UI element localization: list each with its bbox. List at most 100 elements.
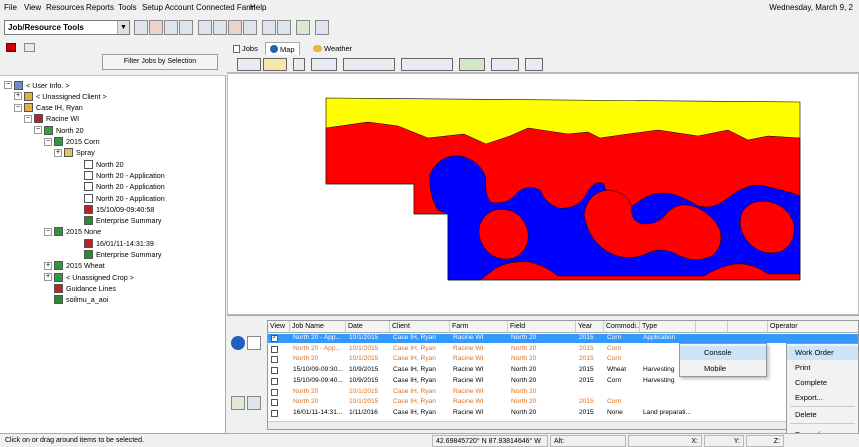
column-header[interactable]: Field <box>508 321 576 333</box>
tree-node[interactable]: 15/10/09-09:40:58 <box>74 204 154 214</box>
table-row[interactable]: 15/10/09-09:30... 10/9/2015 Case IH, Ryan R… <box>268 366 858 375</box>
menu-export[interactable]: Export... <box>795 393 823 402</box>
collapse-icon[interactable]: − <box>44 227 52 236</box>
collapse-icon[interactable]: − <box>24 114 32 123</box>
tab-map[interactable]: Map <box>265 42 300 55</box>
column-header[interactable]: View <box>268 321 290 333</box>
menu-print[interactable]: Print <box>795 363 811 372</box>
column-header[interactable]: Farm <box>450 321 508 333</box>
column-header[interactable]: Type <box>640 321 696 333</box>
view-checkbox[interactable] <box>271 356 278 364</box>
tree-node[interactable]: − 2015 None <box>44 227 101 237</box>
column-header[interactable]: Year <box>576 321 604 333</box>
tree-node[interactable]: Guidance Lines <box>44 283 116 293</box>
column-header[interactable]: Commodi... <box>604 321 640 333</box>
tree-node[interactable]: North 20 - Application <box>74 170 165 180</box>
table-row[interactable]: ✓ North 20 - App... 10/1/2015 Case IH, Ryan… <box>268 334 858 343</box>
tree-node[interactable]: − Case IH, Ryan <box>14 103 83 113</box>
filter-jobs-button[interactable]: Filter Jobs by Selection <box>102 54 218 70</box>
toolbar-group-icon[interactable] <box>213 20 227 35</box>
tool-set-select[interactable]: Job/Resource Tools ▼ <box>4 20 130 35</box>
tab-jobs[interactable]: Jobs <box>229 42 262 55</box>
farm-icon[interactable] <box>231 396 245 410</box>
toolbar-vehicle-icon[interactable] <box>149 20 163 35</box>
tree-node[interactable]: North 20 <box>74 159 124 169</box>
table-row[interactable]: North 20 10/1/2015 Case IH, Ryan Racine WI N… <box>268 388 858 397</box>
view-checkbox[interactable] <box>271 388 278 396</box>
expand-icon[interactable]: + <box>44 273 52 282</box>
view-checkbox[interactable] <box>271 367 278 375</box>
tree-node[interactable]: Enterprise Summary <box>74 250 162 260</box>
menu-resources[interactable]: Resources <box>46 3 85 12</box>
column-header[interactable]: Job Name <box>290 321 346 333</box>
view-checkbox[interactable] <box>271 409 278 417</box>
tab-weather[interactable]: Weather <box>309 42 356 55</box>
column-header[interactable]: Client <box>390 321 450 333</box>
expand-icon[interactable]: + <box>44 261 52 270</box>
collapse-icon[interactable]: − <box>44 137 52 146</box>
toolbar-edit-icon[interactable] <box>277 20 291 35</box>
collapse-icon[interactable]: − <box>14 103 22 112</box>
toolbar-field-icon[interactable] <box>228 20 242 35</box>
map-play-icon[interactable] <box>491 58 519 71</box>
map-view[interactable] <box>227 73 859 315</box>
tree-node[interactable]: − Racine WI <box>24 114 79 124</box>
tree-node[interactable]: Enterprise Summary <box>74 216 162 226</box>
collapse-icon[interactable]: − <box>34 126 42 135</box>
menu-help[interactable]: Help <box>250 3 267 12</box>
toolbar-chart-icon[interactable] <box>262 20 276 35</box>
menu-setup-account[interactable]: Setup Account <box>142 3 194 12</box>
map-export-side-icon[interactable] <box>247 396 261 410</box>
column-header[interactable]: Operator <box>768 321 858 333</box>
menu-view[interactable]: View <box>24 3 42 12</box>
map-measure-icon[interactable] <box>293 58 305 71</box>
menu-work-order[interactable]: Work Order <box>787 346 858 360</box>
expand-icon[interactable]: + <box>14 92 22 101</box>
toolbar-product-icon[interactable] <box>179 20 193 35</box>
job-detail-icon[interactable] <box>247 336 261 350</box>
column-header[interactable]: Date <box>346 321 390 333</box>
map-zoom-icons[interactable] <box>343 58 395 71</box>
tree-node[interactable]: − < User Info. > <box>4 80 70 90</box>
tree-node[interactable]: North 20 - Application <box>74 193 165 203</box>
tree-node[interactable]: North 20 - Application <box>74 182 165 192</box>
table-row[interactable]: 15/10/09-09:40... 10/9/2015 Case IH, Ryan R… <box>268 377 858 386</box>
view-checkbox[interactable] <box>271 377 278 385</box>
tree-node[interactable]: +2015 Wheat <box>44 261 105 271</box>
toolbar-operator-icon[interactable] <box>198 20 212 35</box>
map-export-icon[interactable] <box>525 58 543 71</box>
tree-node[interactable]: − North 20 <box>34 125 84 135</box>
horizontal-scrollbar[interactable] <box>268 421 858 429</box>
map-find-icons[interactable] <box>401 58 453 71</box>
tree-node[interactable]: + < Unassigned Crop > <box>44 272 134 282</box>
chevron-down-icon[interactable]: ▼ <box>117 21 129 34</box>
toolbar-job-icon[interactable] <box>134 20 148 35</box>
map-layer-tool-icon[interactable] <box>263 58 287 71</box>
view-checkbox[interactable] <box>271 399 278 407</box>
expand-icon[interactable]: + <box>54 148 62 157</box>
toolbar-sync-icon[interactable] <box>296 20 310 35</box>
menu-file[interactable]: File <box>4 3 17 12</box>
view-checkbox[interactable]: ✓ <box>271 335 278 342</box>
toolbar-document-icon[interactable] <box>315 20 329 35</box>
column-header[interactable] <box>696 321 728 333</box>
tree-node[interactable]: soilmu_a_aoi <box>44 295 108 305</box>
table-row[interactable]: North 20 10/1/2015 Case IH, Ryan Racine WI N… <box>268 355 858 364</box>
tree-node[interactable]: 16/01/11-14:31:39 <box>74 238 154 248</box>
table-row[interactable]: North 20 - App... 10/1/2015 Case IH, Ryan R… <box>268 345 858 354</box>
tree-options-icon[interactable] <box>24 43 35 52</box>
menu-delete[interactable]: Delete <box>795 410 817 419</box>
view-checkbox[interactable] <box>271 345 278 353</box>
map-select-tool-icon[interactable] <box>237 58 261 71</box>
menu-complete[interactable]: Complete <box>795 378 828 387</box>
table-row[interactable]: 16/01/11-14:31... 1/11/2016 Case IH, Ryan R… <box>268 409 858 418</box>
table-row[interactable]: North 20 10/1/2015 Case IH, Ryan Racine WI N… <box>268 398 858 407</box>
collapse-icon[interactable]: − <box>4 81 12 89</box>
flag-icon[interactable] <box>6 43 16 52</box>
map-pan-icon[interactable] <box>311 58 337 71</box>
info-icon[interactable] <box>231 336 245 350</box>
tree-node[interactable]: + < Unassigned Client > <box>14 91 107 101</box>
column-header[interactable] <box>728 321 768 333</box>
tree-node[interactable]: + Spray <box>54 148 95 158</box>
menu-connected-farm[interactable]: Connected Farm <box>196 3 256 12</box>
